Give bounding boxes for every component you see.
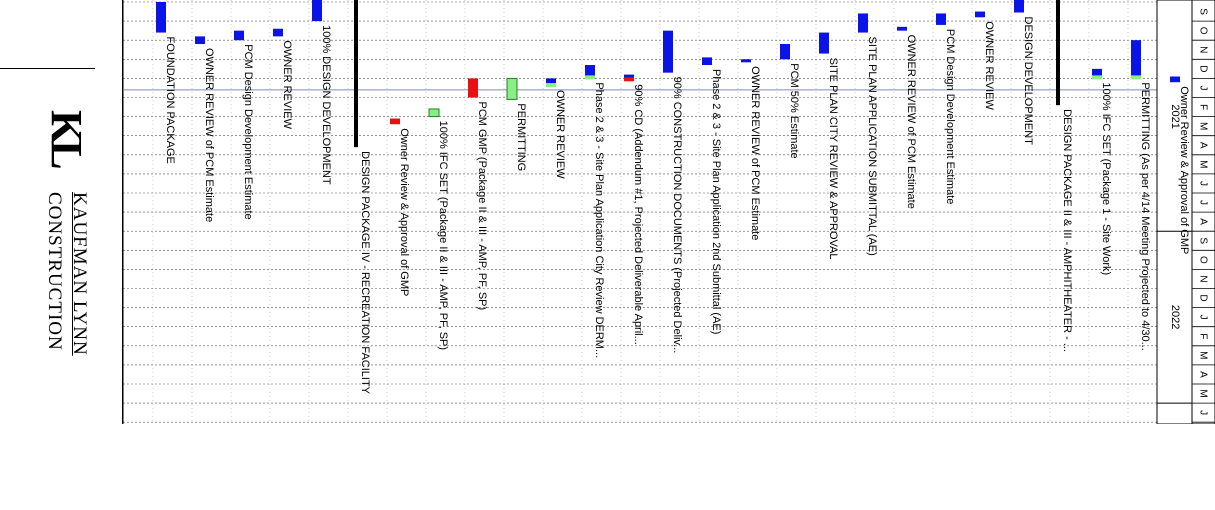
month-label: A	[1197, 218, 1208, 225]
task-label: PCM GMP (Package II & III - AMP, PF, SP)	[476, 102, 488, 311]
task-label: SITE PLAN CITY REVIEW & APPROVAL	[827, 58, 839, 260]
month-label: D	[1197, 65, 1208, 72]
task-label: PERMITTING (As per 4/14 Meeting Projecte…	[1139, 82, 1151, 350]
task-bar[interactable]	[1056, 0, 1060, 106]
task-bar[interactable]	[468, 78, 478, 98]
month-label: F	[1197, 104, 1208, 110]
task-bar[interactable]	[273, 28, 283, 37]
task-label: OWNER REVIEW	[554, 90, 566, 179]
logo-mark: KL	[42, 110, 91, 166]
month-label: A	[1197, 371, 1208, 378]
task-bar[interactable]	[354, 0, 358, 148]
task-bar-progress	[585, 75, 595, 80]
month-label: M	[1197, 351, 1208, 359]
task-bar[interactable]	[585, 65, 595, 79]
task-bar-progress	[624, 77, 634, 82]
logo-panel: KL KAUFMAN LYNN CONSTRUCTION	[0, 0, 123, 424]
task-label: 90% CD (Addendum #1, Projected Deliverab…	[632, 84, 644, 344]
task-label: Phase 2 & 3 - Site Plan Application City…	[593, 82, 605, 358]
task-bar-progress	[1131, 75, 1141, 80]
task-label: SITE PLAN APPLICATION SUBMITTAL (AE)	[866, 37, 878, 256]
month-label: J	[1197, 181, 1208, 186]
task-label: 90% CONSTRUCTION DOCUMENTS (Projected De…	[671, 77, 683, 354]
task-bar[interactable]	[1131, 40, 1141, 79]
task-bar-progress	[546, 83, 556, 88]
task-label: Phase 2 & 3 - Site Plan Application 2nd …	[710, 69, 722, 334]
month-label: J	[1197, 200, 1208, 205]
task-label: OWNER REVIEW of PCM Estimate	[749, 66, 761, 240]
task-bar[interactable]	[506, 77, 518, 100]
task-bar[interactable]	[936, 13, 946, 25]
task-bar[interactable]	[195, 36, 205, 45]
task-bar[interactable]	[897, 26, 907, 31]
task-bar[interactable]	[1014, 0, 1024, 13]
month-label: J	[1197, 410, 1208, 415]
month-label: S	[1197, 8, 1208, 15]
task-label: Owner Review & Approval of GMP	[1178, 86, 1190, 254]
task-bar[interactable]	[546, 78, 556, 87]
task-bar[interactable]	[663, 30, 673, 73]
gantt-chart: 20212022SONDJFMAMJJASONDJFMAMJJFOUNDATIO…	[123, 0, 1215, 424]
month-label: M	[1197, 122, 1208, 130]
month-label: S	[1197, 237, 1208, 244]
task-label: 100% IFC SET (Package II & III - AMP, PF…	[437, 121, 449, 350]
logo-line-1: KAUFMAN LYNN	[69, 192, 90, 356]
task-label: Owner Review & Approval of GMP	[398, 128, 410, 296]
task-label: DESIGN DEVELOPMENT	[1022, 17, 1034, 146]
month-label: A	[1197, 142, 1208, 149]
task-bar[interactable]	[234, 30, 244, 41]
task-bar[interactable]	[156, 2, 166, 33]
task-label: PERMITTING	[515, 103, 527, 171]
task-label: PCM 50% Estimate	[788, 63, 800, 158]
month-label: D	[1197, 294, 1208, 301]
task-label: OWNER REVIEW of PCM Estimate	[905, 35, 917, 209]
task-bar[interactable]	[702, 57, 712, 66]
month-label: O	[1197, 27, 1208, 35]
task-label: PCM Design Development Estimate	[944, 29, 956, 204]
year-label: 2022	[1169, 305, 1181, 329]
task-label: 100% IFC SET (Package 1 - Site Work)	[1100, 82, 1112, 275]
task-bar[interactable]	[780, 44, 790, 60]
month-label: M	[1197, 160, 1208, 168]
logo-divider	[0, 68, 95, 69]
month-label: N	[1197, 46, 1208, 53]
task-bar[interactable]	[1170, 76, 1180, 83]
month-label: N	[1197, 275, 1208, 282]
month-label: J	[1197, 315, 1208, 320]
month-label: O	[1197, 256, 1208, 264]
task-bar[interactable]	[390, 118, 400, 125]
task-bar[interactable]	[741, 59, 751, 63]
task-bar[interactable]	[975, 11, 985, 18]
task-bar[interactable]	[1092, 68, 1102, 79]
task-label: OWNER REVIEW	[983, 21, 995, 110]
logo-line-2: CONSTRUCTION	[44, 192, 65, 351]
task-label: OWNER REVIEW	[281, 40, 293, 129]
task-label: 100% DESIGN DEVELOPMENT	[320, 25, 332, 185]
task-label: DESIGN PACKAGE IV - RECREATION FACILITY	[359, 151, 371, 395]
task-label: OWNER REVIEW of PCM Estimate	[203, 48, 215, 222]
company-logo: KL KAUFMAN LYNN CONSTRUCTION	[32, 110, 92, 510]
task-bar[interactable]	[858, 13, 868, 33]
task-bar-progress	[1092, 75, 1102, 80]
task-label: FOUNDATION PACKAGE	[164, 37, 176, 164]
task-label: PCM Design Development Estimate	[242, 44, 254, 219]
year-label: 2021	[1169, 104, 1181, 128]
task-bar[interactable]	[428, 108, 440, 118]
task-label: DESIGN PACKAGE II & III - AMPHITHEATER -…	[1061, 109, 1073, 352]
month-label: M	[1197, 389, 1208, 397]
task-bar[interactable]	[819, 32, 829, 54]
month-label: F	[1197, 333, 1208, 339]
task-bar[interactable]	[312, 0, 322, 22]
month-label: J	[1197, 85, 1208, 90]
